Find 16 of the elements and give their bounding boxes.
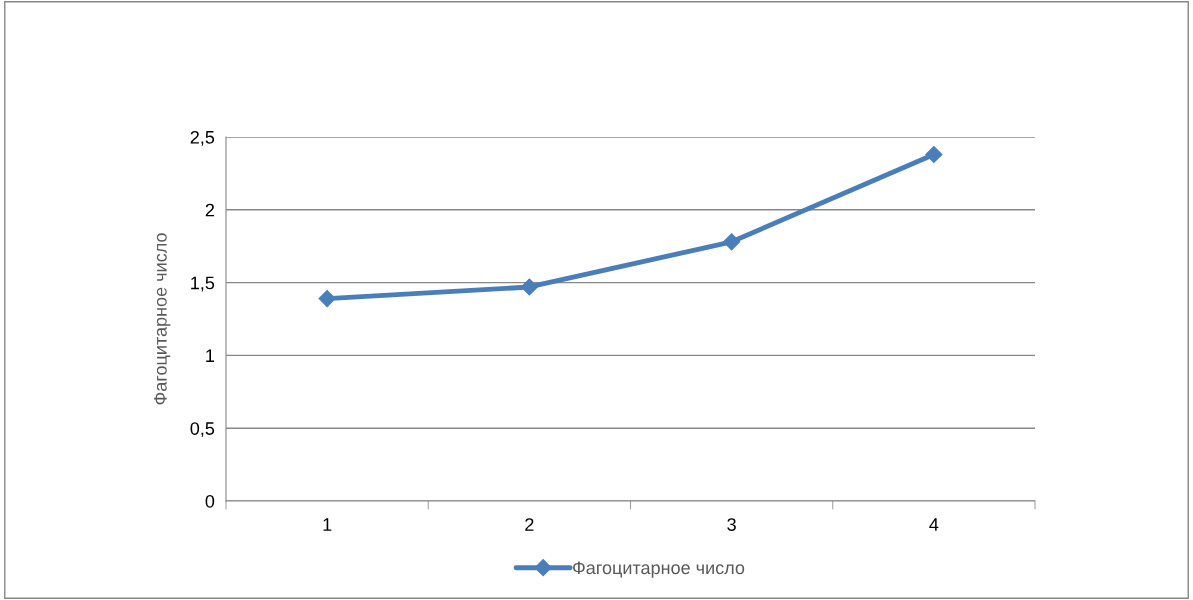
point (318, 290, 336, 308)
point (723, 233, 741, 251)
y-tick-label: 1,5 (191, 276, 215, 292)
point (925, 145, 943, 164)
x-tick-label: 4 (929, 518, 939, 531)
y-tick-label: 0,5 (190, 422, 215, 438)
y-tick-label: 2,5 (190, 130, 215, 146)
point (520, 278, 538, 296)
y-tick-label: 0 (205, 494, 215, 508)
y-tick-label: 1 (206, 349, 215, 362)
x-tick-label: 2 (525, 518, 534, 531)
y-axis-title: Фагоцитарное число (154, 233, 171, 405)
x-tick-label: 1 (323, 518, 332, 531)
y-tick-label: 2 (205, 203, 214, 217)
legend-label: Фагоцитарное число (573, 561, 745, 578)
x-tick-label: 3 (727, 518, 736, 531)
